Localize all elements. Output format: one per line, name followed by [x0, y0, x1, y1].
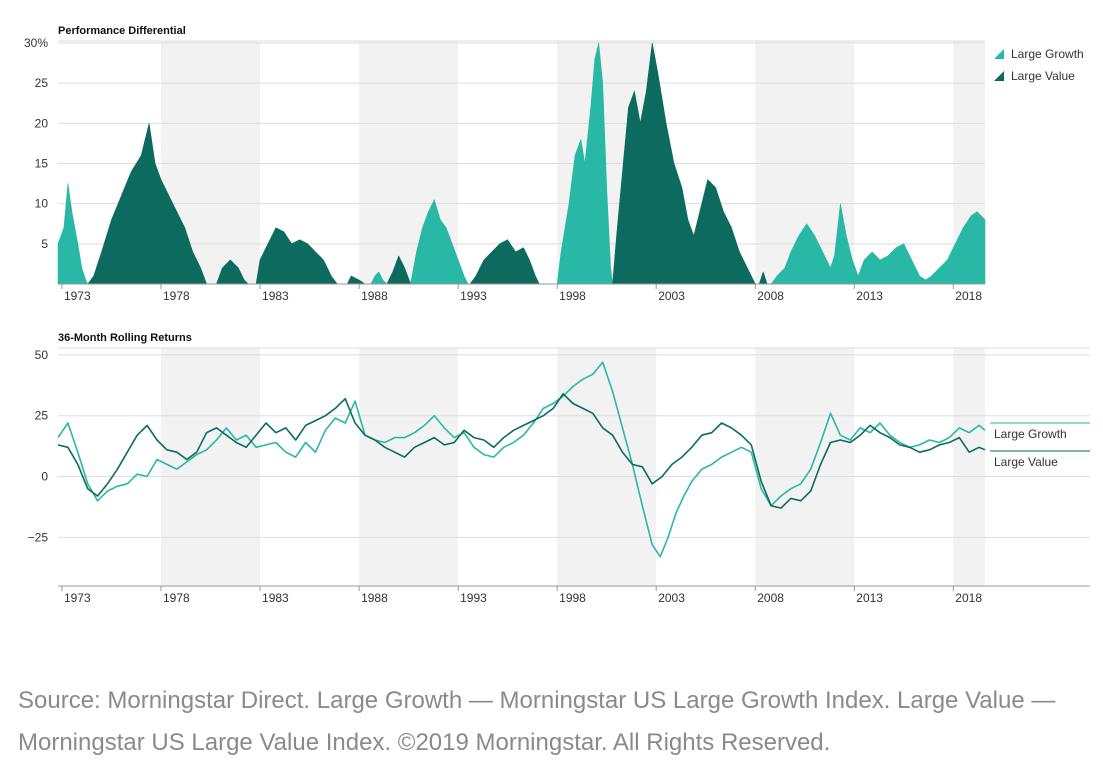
background-band	[755, 348, 855, 586]
y-axis-tick-label: 0	[41, 470, 48, 484]
x-axis-tick-labels: 1973 1978 1983 1988 1993 1998 2003 2008 2013 2018	[64, 591, 982, 605]
rolling-returns-chart: 50 25 0 −25 1973 1978 1983 1988 1993 1998 2003 200…	[28, 332, 1090, 605]
y-axis-tick-label: 25	[35, 76, 49, 90]
x-axis-tick-label: 1993	[460, 591, 487, 605]
y-axis-tick-label: 30%	[24, 36, 48, 50]
area-series-large-value	[87, 42, 768, 285]
x-axis-tick-label: 2018	[955, 289, 982, 303]
x-axis-tick-label: 2013	[856, 289, 883, 303]
chart-title-performance-differential: Performance Differential	[58, 25, 186, 37]
gridlines	[58, 40, 985, 245]
legend-label-large-value: Large Value	[994, 455, 1058, 469]
x-axis-tick-label: 1978	[163, 289, 190, 303]
background-band	[557, 348, 657, 586]
x-axis-tick-label: 1998	[559, 289, 586, 303]
legend-label-large-value: Large Value	[1011, 69, 1075, 83]
y-axis-tick-labels: 50 25 0 −25	[28, 348, 49, 544]
y-axis-tick-label: 10	[35, 197, 49, 211]
x-axis-tick-label: 2008	[757, 591, 784, 605]
x-axis-tick-label: 1983	[262, 289, 289, 303]
area-series-group	[57, 42, 986, 285]
x-axis-tick-label: 1973	[64, 591, 91, 605]
y-axis-tick-labels: 5 10 15 20 25 30%	[24, 36, 48, 251]
x-axis-tick-label: 1993	[460, 289, 487, 303]
background-band	[359, 348, 459, 586]
x-axis-tick-label: 1978	[163, 591, 190, 605]
source-note: Source: Morningstar Direct. Large Growth…	[18, 687, 1056, 756]
background-bands	[161, 348, 985, 586]
legend-swatch-large-value	[994, 71, 1004, 81]
x-axis-tick-label: 1988	[361, 289, 388, 303]
line-series-group	[57, 361, 986, 558]
x-axis-tick-label: 2018	[955, 591, 982, 605]
y-axis-tick-label: 5	[41, 237, 48, 251]
x-axis-tick-label: 1988	[361, 591, 388, 605]
background-band	[953, 348, 985, 586]
x-axis-tick-label: 2003	[658, 591, 685, 605]
y-axis-tick-label: 50	[35, 348, 49, 362]
performance-differential-chart: 5 10 15 20 25 30% 1973 1978 1983 1988 1993 1998 200…	[24, 25, 1084, 303]
x-axis-tick-label: 2008	[757, 289, 784, 303]
x-axis-tick-label: 2003	[658, 289, 685, 303]
legend-bottom: Large Growth Large Value	[990, 422, 1090, 469]
chart-title-rolling-returns: 36-Month Rolling Returns	[58, 332, 192, 344]
x-axis-tick-labels: 1973 1978 1983 1988 1993 1998 2003 2008 2013 2018	[64, 289, 982, 303]
area-series-large-growth	[57, 42, 986, 285]
gridlines	[58, 347, 1090, 538]
x-axis	[58, 585, 1090, 591]
legend-label-large-growth: Large Growth	[1011, 47, 1084, 61]
background-band	[161, 348, 261, 586]
legend-top: Large Growth Large Value	[994, 47, 1084, 83]
y-axis-tick-label: −25	[28, 530, 49, 544]
x-axis	[58, 283, 985, 289]
line-series-large-growth	[57, 361, 986, 558]
y-axis-tick-label: 15	[35, 157, 49, 171]
legend-swatch-large-growth	[994, 49, 1004, 59]
legend-label-large-growth: Large Growth	[994, 427, 1067, 441]
line-series-large-value	[57, 393, 986, 509]
y-axis-tick-label: 25	[35, 409, 49, 423]
chart-canvas: 5 10 15 20 25 30% 1973 1978 1983 1988 1993 1998 200…	[24, 25, 1090, 605]
y-axis-tick-label: 20	[35, 116, 49, 130]
x-axis-tick-label: 1983	[262, 591, 289, 605]
x-axis-tick-label: 1998	[559, 591, 586, 605]
x-axis-tick-label: 2013	[856, 591, 883, 605]
x-axis-tick-label: 1973	[64, 289, 91, 303]
